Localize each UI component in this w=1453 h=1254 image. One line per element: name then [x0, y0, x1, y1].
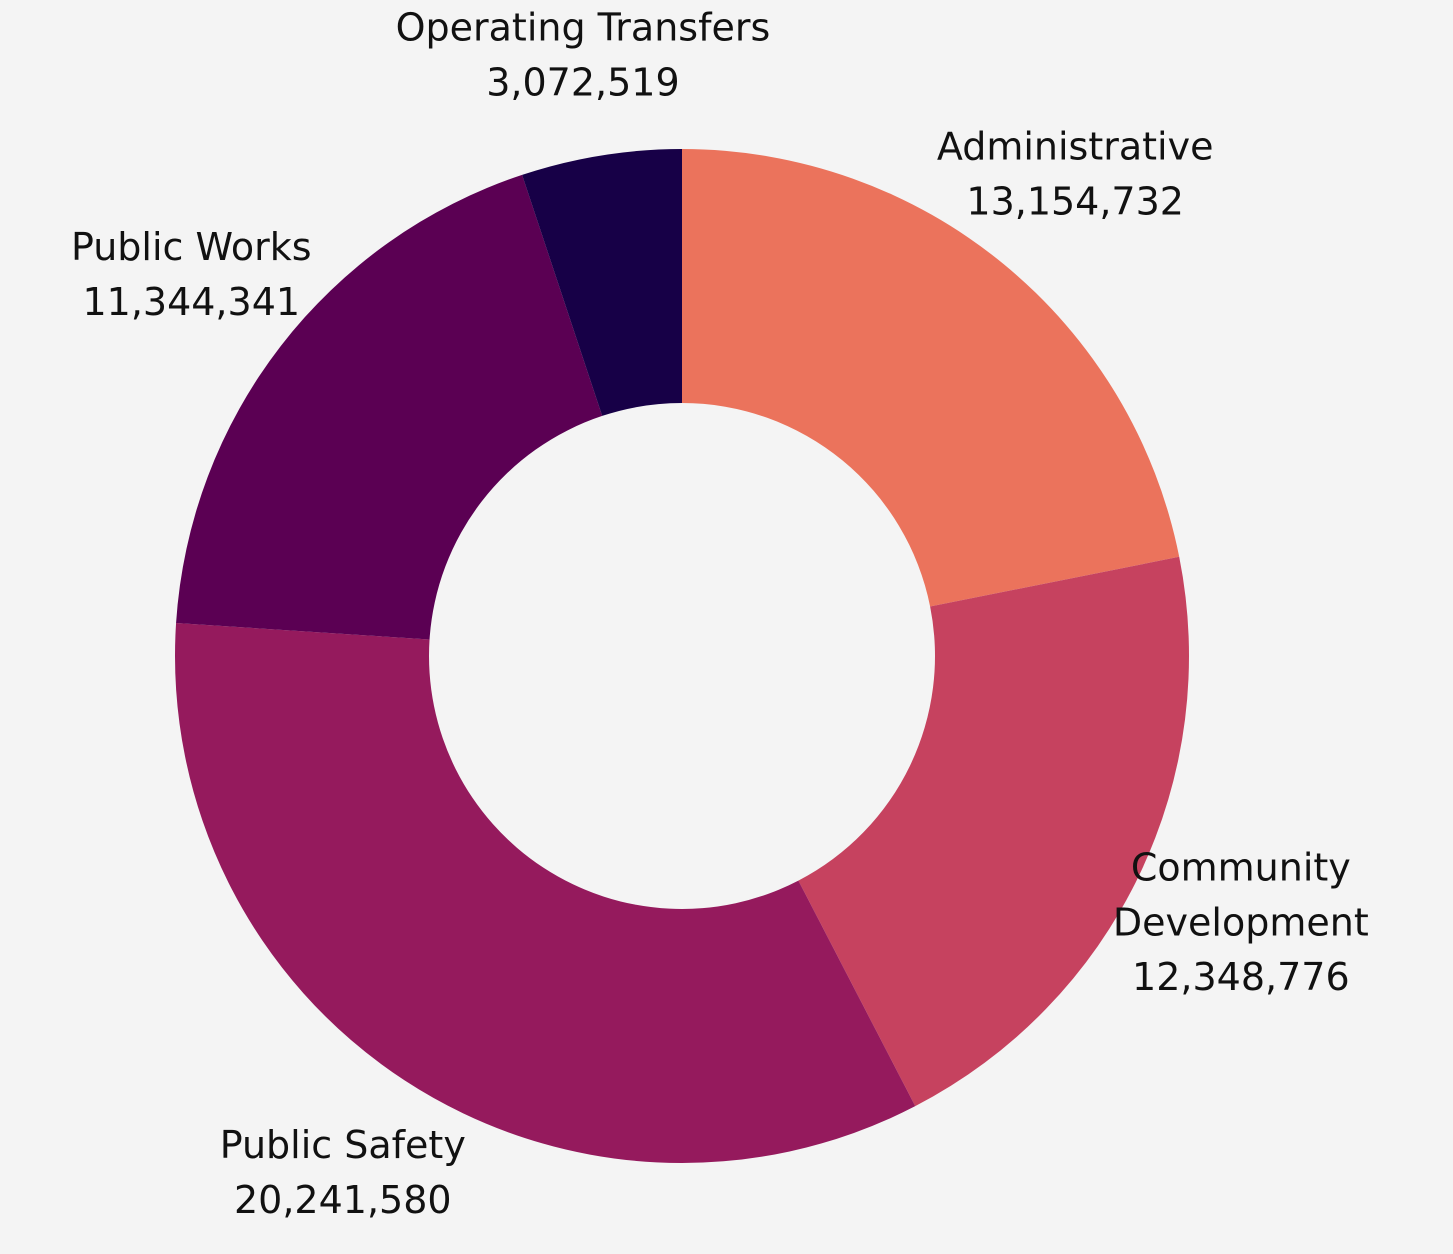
donut-slice: [174, 623, 916, 1164]
value-label: 20,241,580: [234, 1178, 452, 1222]
donut-slice: [682, 149, 1180, 607]
category-label: Public Works: [71, 225, 312, 269]
donut-slice: [522, 149, 682, 416]
slice-label: Operating Transfers 3,072,519: [396, 6, 771, 105]
value-label: 13,154,732: [966, 180, 1184, 224]
donut-slice: [176, 174, 603, 640]
slice-label: Administrative 13,154,732: [937, 125, 1214, 224]
category-label-line: Development: [1113, 900, 1369, 944]
slice-label: Public Works 11,344,341: [71, 225, 312, 324]
donut-slice: [798, 556, 1189, 1107]
value-label: 12,348,776: [1132, 955, 1350, 999]
value-label: 11,344,341: [82, 280, 300, 324]
slice-label: Public Safety 20,241,580: [220, 1123, 466, 1222]
slice-label: Community Development 12,348,776: [1113, 845, 1369, 999]
value-label: 3,072,519: [486, 61, 679, 105]
category-label: Public Safety: [220, 1123, 466, 1167]
category-label: Administrative: [937, 125, 1214, 169]
category-label: Community Development: [1113, 845, 1369, 944]
category-label: Operating Transfers: [396, 6, 771, 50]
category-label-line: Community: [1131, 845, 1351, 889]
